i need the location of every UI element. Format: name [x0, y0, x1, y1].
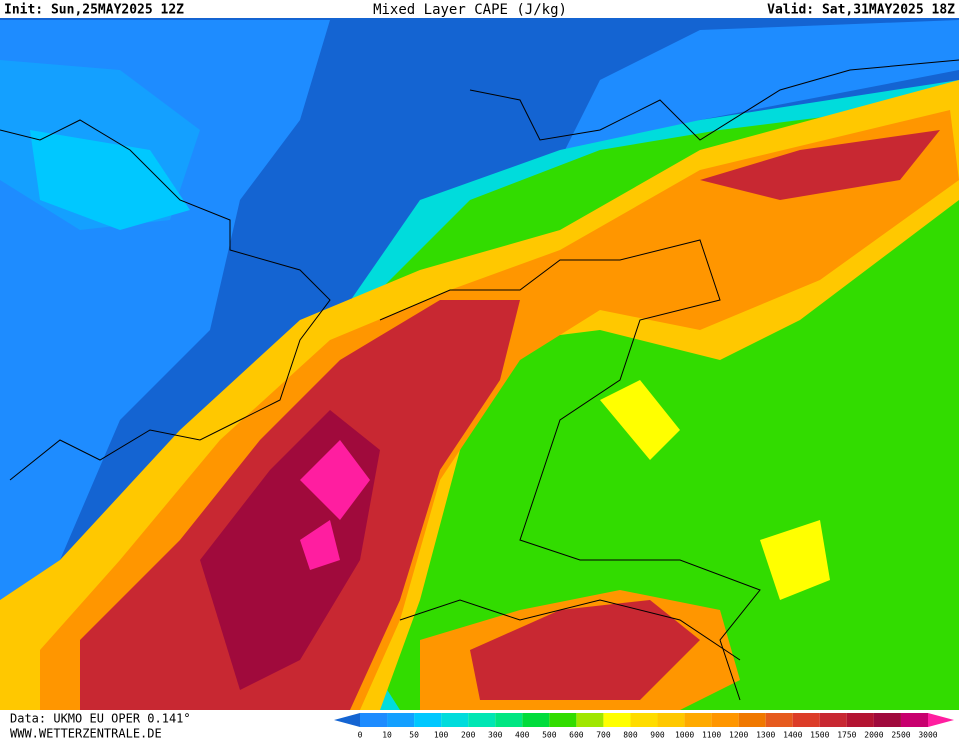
legend-swatch	[711, 713, 739, 727]
legend-label: 200	[461, 731, 476, 740]
map-title: Mixed Layer CAPE (J/kg)	[373, 2, 567, 18]
coastline-south	[399, 599, 741, 661]
header-bar	[0, 0, 959, 18]
legend-swatch	[630, 713, 658, 727]
legend-label: 2500	[891, 731, 910, 740]
legend-label: 700	[596, 731, 611, 740]
field-red-south	[470, 600, 700, 700]
data-source: Data: UKMO EU OPER 0.141°	[10, 712, 191, 726]
valid-time: Valid: Sat,31MAY2025 18Z	[767, 3, 955, 18]
legend-swatch	[738, 713, 766, 727]
legend-swatch	[576, 713, 604, 727]
field-red-ne	[700, 130, 940, 200]
legend-swatch	[522, 713, 550, 727]
legend-swatch	[657, 713, 685, 727]
legend-swatch	[873, 713, 901, 727]
legend-swatch	[792, 713, 820, 727]
legend-swatch	[846, 713, 874, 727]
map	[0, 18, 959, 710]
website: WWW.WETTERZENTRALE.DE	[10, 727, 162, 741]
legend-swatch	[495, 713, 523, 727]
legend-label: 600	[569, 731, 584, 740]
field-yellow-spots	[600, 380, 830, 600]
color-legend: 0 10 50 100 200 300 400 500 600 700 800 900 1000 1100…	[334, 713, 954, 740]
legend-swatch	[360, 713, 388, 727]
init-time: Init: Sun,25MAY2025 12Z	[4, 3, 184, 18]
legend-swatch	[549, 713, 577, 727]
legend-swatch	[684, 713, 712, 727]
legend-label: 1400	[783, 731, 802, 740]
legend-label: 900	[650, 731, 665, 740]
legend-label: 2000	[864, 731, 883, 740]
legend-label: 1750	[837, 731, 856, 740]
legend-label: 10	[382, 731, 392, 740]
legend-swatch	[387, 713, 415, 727]
legend-label: 300	[488, 731, 503, 740]
legend-label: 1100	[702, 731, 721, 740]
legend-label: 3000	[918, 731, 937, 740]
legend-swatch	[819, 713, 847, 727]
legend-label: 1300	[756, 731, 775, 740]
field-cyan	[30, 130, 190, 230]
legend-swatch	[414, 713, 442, 727]
legend-swatch	[900, 713, 928, 727]
legend-arrow-low	[334, 713, 360, 727]
legend-swatch	[603, 713, 631, 727]
legend-swatch	[765, 713, 793, 727]
legend-swatch	[441, 713, 469, 727]
legend-label: 100	[434, 731, 449, 740]
legend-label: 0	[358, 731, 363, 740]
legend-arrow-high	[928, 713, 954, 727]
legend-label: 500	[542, 731, 557, 740]
field-magenta	[300, 440, 370, 570]
legend-swatch	[468, 713, 496, 727]
coastline	[0, 119, 331, 481]
legend-label: 400	[515, 731, 530, 740]
legend-label: 50	[409, 731, 419, 740]
border-lines	[379, 239, 761, 701]
coastline-north	[469, 59, 959, 141]
field-light-blue-ne	[560, 20, 959, 160]
legend-label: 1200	[729, 731, 748, 740]
legend-label: 1000	[675, 731, 694, 740]
legend-label: 1500	[810, 731, 829, 740]
legend-label: 800	[623, 731, 638, 740]
